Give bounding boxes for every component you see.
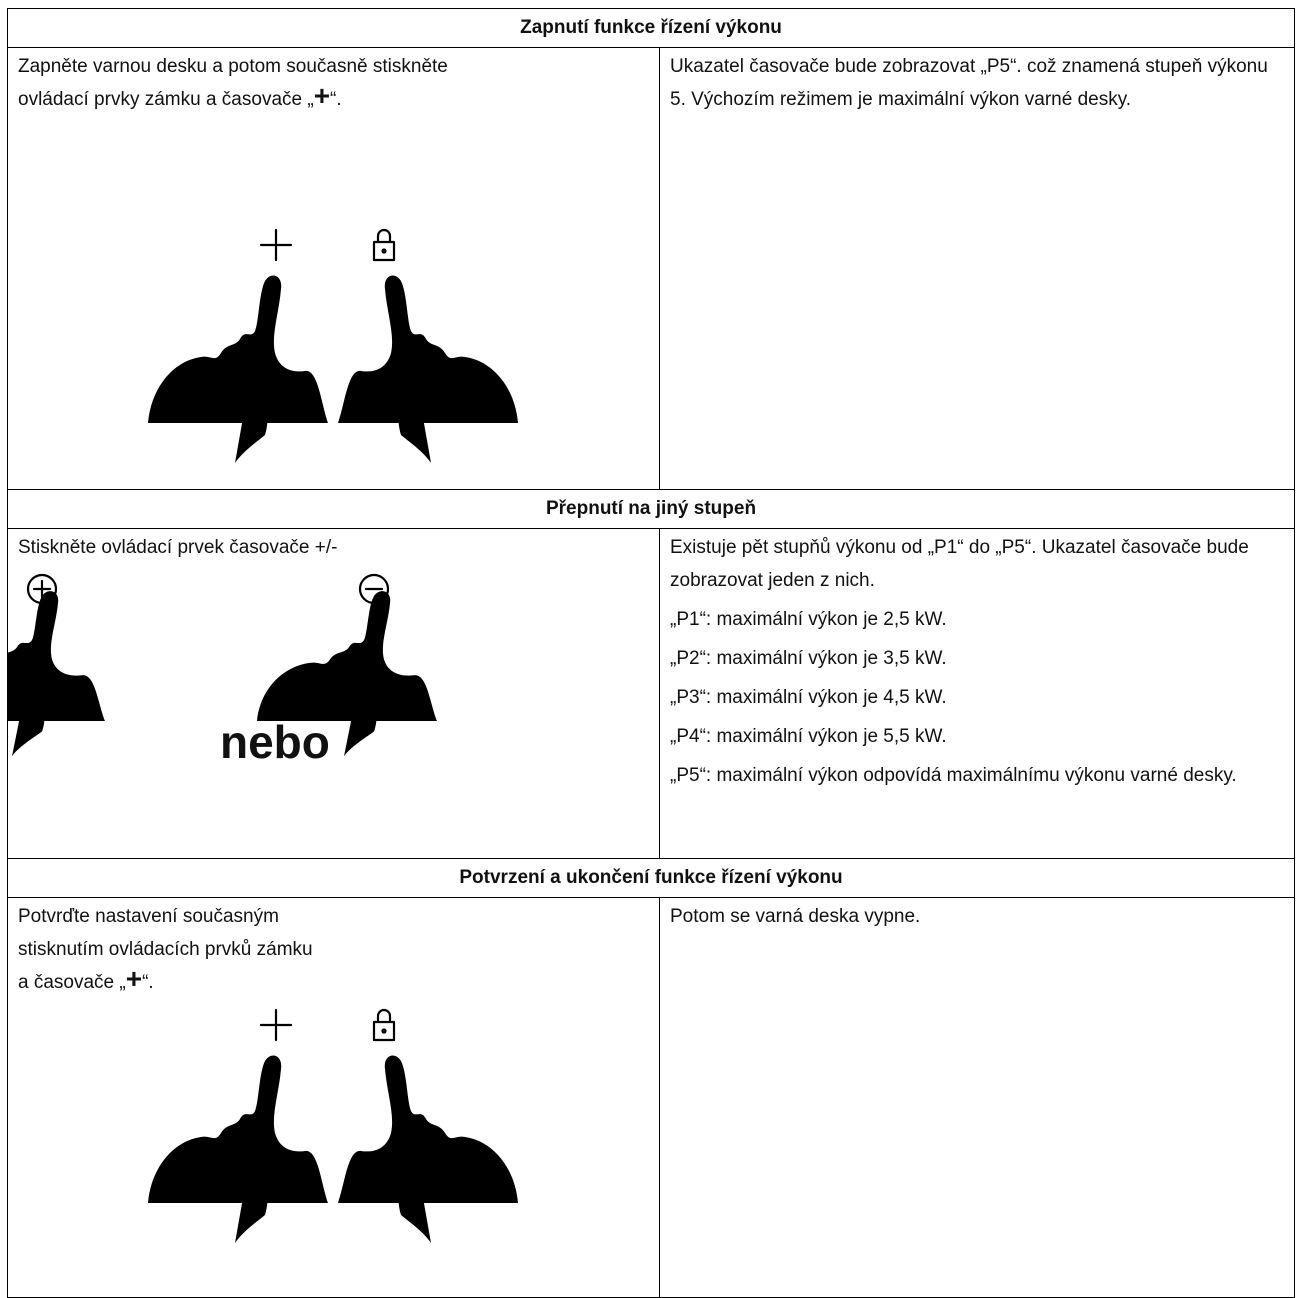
- left-cell: Stiskněte ovládací prvek časovače +/- ne…: [7, 528, 660, 859]
- hand: [148, 1055, 328, 1243]
- right-cell: Ukazatel časovače bude zobrazovat „P5“. …: [658, 47, 1296, 490]
- section-title: Přepnutí na jiný stupeň: [6, 489, 1296, 529]
- hands-illustration: [148, 1008, 518, 1243]
- text-line: stisknutím ovládacích prvků zámku: [18, 939, 313, 960]
- right-cell: Potom se varná deska vypne.: [658, 897, 1296, 1298]
- text: a časovače „: [18, 972, 126, 993]
- text-line: a časovače „+“.: [18, 963, 649, 999]
- right-cell: Existuje pět stupňů výkonu od „P1“ do „P…: [658, 528, 1296, 859]
- hand: [338, 275, 518, 463]
- paragraph: Existuje pět stupňů výkonu od „P1“ do „P…: [670, 537, 1249, 591]
- buttons-illustration: [8, 573, 437, 757]
- lock-icon: [376, 1008, 392, 1024]
- left-cell: Potvrďte nastavení současným stisknutím …: [7, 897, 660, 1298]
- lock-icon: [372, 240, 396, 262]
- text: “.: [142, 972, 154, 993]
- lock-icon: [381, 248, 387, 254]
- paragraph: „P1“: maximální výkon je 2,5 kW.: [670, 609, 947, 630]
- text-line: Zapněte varnou desku a potom současně st…: [18, 56, 448, 77]
- hand: [148, 275, 328, 463]
- plus-symbol: +: [313, 80, 331, 111]
- hands-illustration: [148, 228, 518, 463]
- paragraph: Potom se varná deska vypne.: [670, 906, 921, 927]
- lock-icon: [376, 228, 392, 244]
- power-table: Zapnutí funkce řízení výkonu Zapněte var…: [6, 8, 1296, 1298]
- lock-icon: [372, 1020, 396, 1042]
- hand: [338, 1055, 518, 1243]
- left-cell: Zapněte varnou desku a potom současně st…: [7, 47, 660, 490]
- lock-icon: [381, 1028, 387, 1034]
- hand: [8, 591, 105, 757]
- paragraph: „P2“: maximální výkon je 3,5 kW.: [670, 648, 947, 669]
- paragraph: „P4“: maximální výkon je 5,5 kW.: [670, 726, 947, 747]
- paragraph: „P5“: maximální výkon odpovídá maximální…: [670, 765, 1237, 786]
- text-line: ovládací prvky zámku a časovače „+“.: [18, 80, 649, 116]
- text: “.: [330, 89, 342, 110]
- paragraph: „P3“: maximální výkon je 4,5 kW.: [670, 687, 947, 708]
- or-label: nebo: [220, 716, 330, 768]
- plus-symbol: +: [125, 963, 143, 994]
- section-title: Potvrzení a ukončení funkce řízení výkon…: [6, 858, 1296, 898]
- text-line: Potvrďte nastavení současným: [18, 906, 279, 927]
- section-title: Zapnutí funkce řízení výkonu: [6, 8, 1296, 48]
- paragraph: Ukazatel časovače bude zobrazovat „P5“. …: [670, 56, 1268, 110]
- text-line: Stiskněte ovládací prvek časovače +/-: [18, 537, 338, 558]
- text: ovládací prvky zámku a časovače „: [18, 89, 314, 110]
